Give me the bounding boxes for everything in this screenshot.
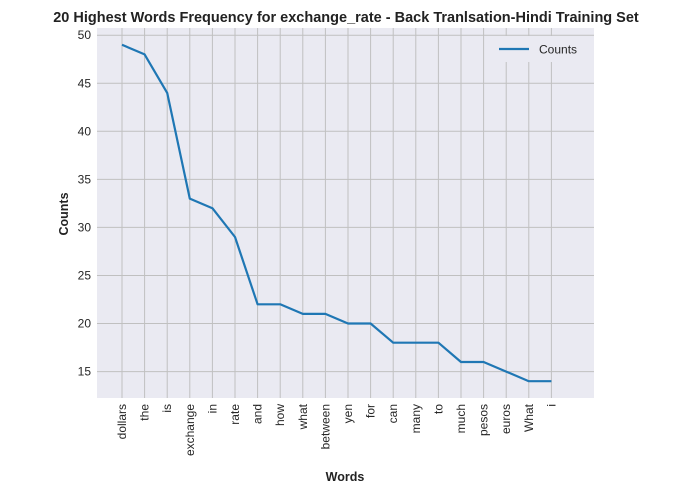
x-tick-label: dollars [115, 404, 129, 439]
y-tick-label: 40 [78, 124, 92, 138]
y-tick-label: 30 [78, 220, 92, 234]
y-tick-label: 20 [78, 317, 92, 331]
x-tick-label: for [364, 404, 378, 418]
y-tick-label: 15 [78, 365, 92, 379]
x-tick-label: euros [499, 404, 513, 434]
legend-label: Counts [539, 43, 577, 57]
x-tick-label: the [138, 404, 152, 421]
y-tick-label: 45 [78, 76, 92, 90]
y-tick-label: 35 [78, 172, 92, 186]
x-tick-label: and [251, 404, 265, 424]
x-tick-label: i [544, 404, 558, 407]
series-line-counts [121, 43, 552, 383]
x-tick-label: can [386, 404, 400, 423]
y-tick-label: 25 [78, 268, 92, 282]
chart-title: 20 Highest Words Frequency for exchange_… [53, 10, 639, 26]
x-tick-label: What [522, 403, 536, 432]
x-tick-label: between [318, 404, 332, 449]
x-tick-label: how [273, 404, 287, 426]
x-tick-label: many [409, 404, 423, 433]
x-tick-label: pesos [477, 404, 491, 436]
legend: Counts [489, 36, 587, 62]
plot-area [97, 28, 594, 398]
x-tick-label: much [454, 404, 468, 433]
y-axis: 15 20 25 30 35 40 45 50 [78, 28, 92, 378]
x-tick-label: to [431, 404, 445, 414]
x-tick-label: rate [228, 404, 242, 425]
x-tick-label: yen [341, 404, 355, 423]
x-axis: dollars the is exchange in rate and how what betw… [115, 403, 558, 456]
x-tick-label: exchange [183, 404, 197, 456]
grid-lines [97, 28, 594, 398]
x-tick-label: in [205, 404, 219, 413]
x-axis-label: Words [326, 470, 365, 484]
x-tick-label: is [160, 404, 174, 413]
y-tick-label: 50 [78, 28, 92, 42]
y-axis-label: Counts [57, 192, 71, 235]
x-tick-label: what [296, 403, 310, 430]
